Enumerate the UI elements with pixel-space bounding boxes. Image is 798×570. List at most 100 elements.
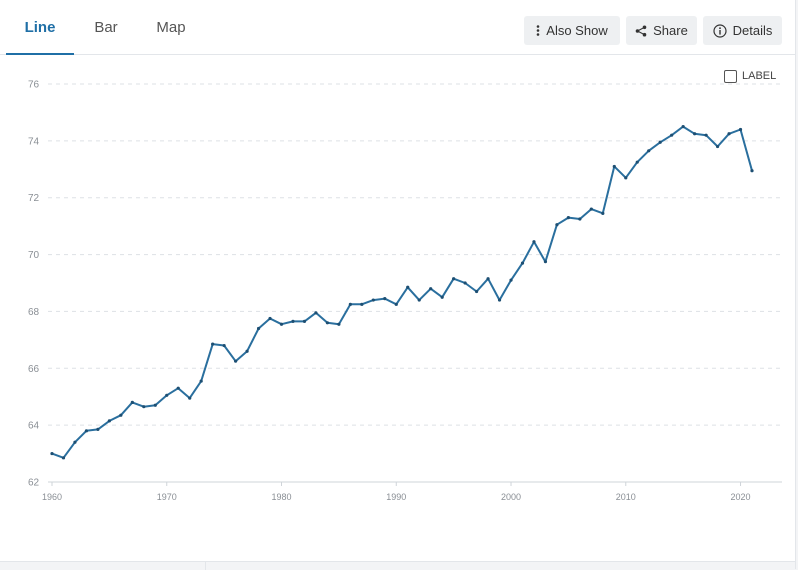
label-checkbox[interactable]	[724, 69, 737, 83]
data-point[interactable]	[211, 342, 215, 346]
data-point[interactable]	[681, 125, 685, 129]
data-point[interactable]	[750, 169, 754, 173]
also-show-label: Also Show	[546, 23, 608, 38]
data-point[interactable]	[84, 429, 89, 433]
data-point[interactable]	[429, 287, 433, 291]
data-point[interactable]	[256, 326, 261, 331]
y-tick-label: 70	[28, 250, 40, 261]
data-point[interactable]	[394, 302, 398, 306]
data-point[interactable]	[268, 316, 272, 321]
data-point[interactable]	[107, 419, 111, 423]
x-tick-label: 1970	[157, 492, 177, 502]
data-point[interactable]	[130, 400, 134, 404]
data-point[interactable]	[704, 133, 708, 137]
x-tick-label: 2020	[731, 492, 751, 502]
data-point[interactable]	[624, 176, 628, 180]
more-vertical-icon	[536, 25, 540, 36]
data-point[interactable]	[520, 261, 525, 265]
series-line	[51, 125, 753, 459]
data-point[interactable]	[245, 349, 249, 353]
y-tick-label: 66	[28, 364, 40, 375]
data-point[interactable]	[670, 133, 674, 137]
bottom-strip-segment	[0, 562, 206, 570]
data-point[interactable]	[337, 322, 341, 326]
data-point[interactable]	[658, 140, 662, 144]
data-point[interactable]	[348, 302, 352, 306]
data-point[interactable]	[543, 260, 548, 264]
data-point[interactable]	[555, 223, 559, 227]
data-point[interactable]	[612, 164, 616, 169]
x-tick-label: 2000	[501, 492, 521, 502]
also-show-button[interactable]: Also Show	[524, 16, 620, 45]
y-tick-label: 62	[28, 478, 40, 489]
data-point[interactable]	[314, 311, 318, 315]
data-point[interactable]	[578, 217, 582, 221]
data-point[interactable]	[291, 319, 295, 323]
x-tick-label: 1960	[42, 492, 62, 502]
share-icon	[635, 25, 647, 36]
tab-map[interactable]: Map	[156, 19, 186, 36]
data-point[interactable]	[50, 451, 54, 456]
data-point[interactable]	[222, 343, 226, 348]
y-tick-label: 76	[28, 80, 40, 91]
data-point[interactable]	[234, 359, 238, 363]
data-point[interactable]	[635, 160, 639, 164]
chart-series	[50, 125, 754, 460]
data-point[interactable]	[474, 289, 479, 294]
data-point[interactable]	[440, 295, 444, 299]
x-tick-label: 1980	[271, 492, 291, 502]
data-point[interactable]	[61, 456, 66, 460]
data-point[interactable]	[383, 297, 387, 301]
data-point[interactable]	[165, 393, 169, 397]
x-tick-label: 2010	[616, 492, 636, 502]
share-label: Share	[653, 23, 688, 38]
data-point[interactable]	[486, 277, 490, 281]
data-point[interactable]	[532, 240, 536, 244]
label-toggle[interactable]: LABEL	[724, 68, 776, 84]
data-point[interactable]	[188, 396, 192, 400]
y-tick-label: 64	[28, 421, 40, 432]
details-button[interactable]: Details	[703, 16, 782, 45]
y-tick-label: 72	[28, 193, 40, 204]
data-point[interactable]	[406, 285, 410, 289]
share-button[interactable]: Share	[626, 16, 697, 45]
data-point[interactable]	[452, 277, 456, 281]
data-point[interactable]	[727, 132, 731, 136]
data-point[interactable]	[509, 278, 513, 282]
data-point[interactable]	[279, 322, 284, 326]
x-tick-label: 1990	[386, 492, 406, 502]
tab-line[interactable]: Line	[6, 0, 74, 55]
data-point[interactable]	[589, 207, 593, 211]
data-point[interactable]	[566, 216, 570, 220]
data-point[interactable]	[693, 132, 697, 136]
y-axis-ticks: 62 64 66 68 70 72 74 76	[28, 80, 40, 489]
data-point[interactable]	[73, 440, 77, 444]
chart-type-tabs: Line Bar Map Also Show Share Details	[0, 0, 795, 55]
data-point[interactable]	[325, 321, 330, 325]
y-tick-label: 74	[28, 136, 40, 147]
data-point[interactable]	[738, 127, 743, 132]
data-point[interactable]	[199, 379, 203, 383]
data-point[interactable]	[119, 413, 123, 417]
data-point[interactable]	[96, 427, 100, 432]
data-point[interactable]	[601, 211, 605, 215]
tab-bar[interactable]: Bar	[94, 19, 118, 36]
data-point[interactable]	[371, 298, 375, 302]
data-point[interactable]	[715, 144, 720, 149]
chart-grid	[48, 83, 782, 483]
data-point[interactable]	[417, 298, 421, 302]
bottom-strip	[0, 561, 795, 570]
data-point[interactable]	[647, 149, 651, 153]
data-point[interactable]	[176, 386, 180, 390]
data-point[interactable]	[302, 319, 307, 323]
y-tick-label: 68	[28, 307, 40, 318]
data-point[interactable]	[153, 403, 157, 407]
data-point[interactable]	[497, 298, 502, 302]
x-axis-ticks: 1960 1970 1980 1990 2000 2010 2020	[42, 482, 751, 502]
data-point[interactable]	[142, 405, 146, 409]
data-point[interactable]	[360, 302, 364, 306]
data-point[interactable]	[463, 281, 467, 285]
info-icon	[713, 23, 727, 38]
